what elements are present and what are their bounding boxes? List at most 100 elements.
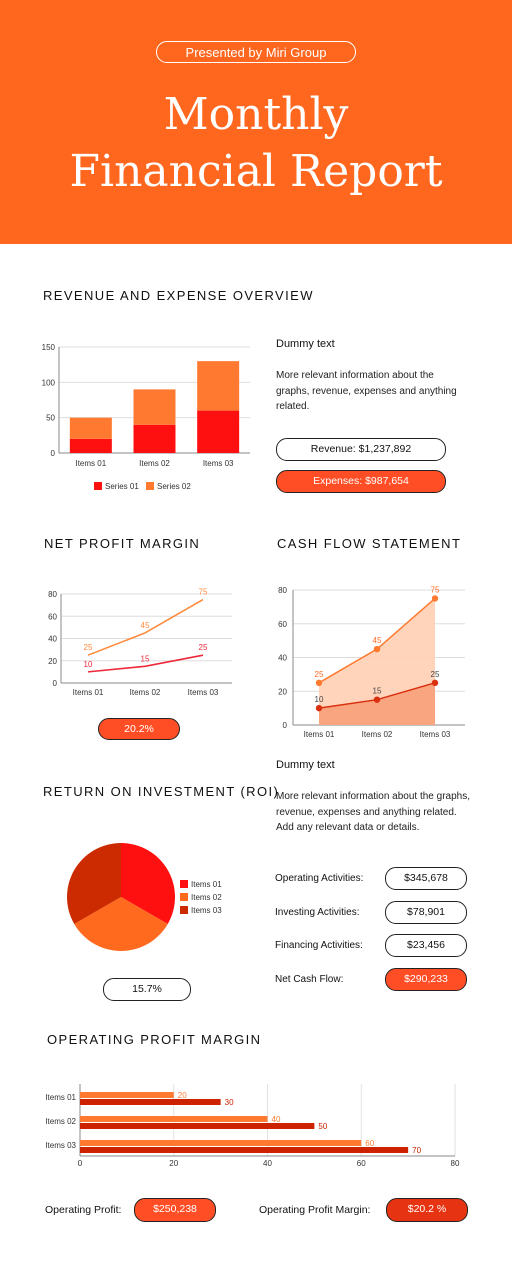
operating-profit-label: Operating Profit:	[45, 1204, 122, 1216]
data-label: 10	[84, 660, 93, 669]
legend-label: Items 02	[191, 893, 222, 902]
revenue-total-badge: Revenue: $1,237,892	[276, 438, 446, 461]
operating-profit-value: $250,238	[134, 1198, 216, 1222]
bar-1	[133, 424, 176, 453]
bar-1	[80, 1116, 268, 1122]
investing-activities-label: Investing Activities:	[275, 907, 360, 918]
x-tick-label: Items 02	[362, 730, 393, 739]
financing-activities-value: $23,456	[385, 934, 467, 957]
data-label: 25	[431, 670, 440, 679]
legend-label: Series 02	[157, 482, 191, 491]
data-point	[373, 645, 381, 653]
data-point	[315, 679, 323, 687]
operating-activities-value: $345,678	[385, 867, 467, 890]
data-label: 25	[315, 670, 324, 679]
data-label: 60	[365, 1139, 374, 1148]
y-tick-label: 40	[48, 635, 57, 644]
y-tick-label: 0	[51, 449, 56, 458]
y-tick-label: 80	[48, 590, 57, 599]
expenses-total-badge: Expenses: $987,654	[276, 470, 446, 493]
investing-activities-value: $78,901	[385, 901, 467, 924]
legend-swatch	[94, 482, 102, 490]
data-label: 70	[412, 1146, 421, 1155]
net-profit-chart: 0 20 40 60 80 25 45 75 10 15 25 Items 01 Items 02 Ite…	[48, 588, 232, 697]
data-label: 75	[199, 588, 208, 597]
operating-profit-chart: 0 20 40 60 80 Items 01 20 30 Items 02 40 50 Items 0…	[45, 1084, 460, 1168]
report-header: Presented by Miri Group Monthly Financia…	[0, 0, 512, 244]
pie-slice	[67, 843, 121, 924]
series-line-2	[87, 654, 204, 673]
data-label: 20	[178, 1091, 187, 1100]
series-area-2	[319, 682, 435, 725]
legend-swatch	[180, 906, 188, 914]
section-title-net-profit: NET PROFIT MARGIN	[44, 536, 201, 551]
y-tick-label: 50	[46, 414, 55, 423]
bar-2	[80, 1147, 409, 1153]
bar-1	[69, 438, 112, 453]
legend-label: Items 01	[191, 880, 222, 889]
data-point	[373, 696, 381, 703]
legend-swatch	[146, 482, 154, 490]
operating-profit-margin-value: $20.2 %	[386, 1198, 468, 1222]
data-label: 15	[141, 654, 150, 663]
data-label: 15	[373, 687, 382, 696]
x-tick-label: Items 02	[130, 688, 161, 697]
section-title-roi: RETURN ON INVESTMENT (ROI)	[43, 784, 280, 799]
y-tick-label: Items 02	[45, 1117, 76, 1126]
x-tick-label: Items 01	[304, 730, 335, 739]
y-tick-label: 100	[42, 378, 56, 387]
x-tick-label: Items 03	[420, 730, 451, 739]
y-tick-label: Items 03	[45, 1141, 76, 1150]
pie-slice	[74, 897, 168, 951]
operating-activities-label: Operating Activities:	[275, 873, 364, 884]
y-tick-label: 60	[278, 620, 287, 629]
page-title-line2: Financial Report	[69, 146, 443, 197]
legend-label: Items 03	[191, 906, 222, 915]
bar-2	[80, 1099, 221, 1105]
x-tick-label: Items 01	[73, 688, 104, 697]
data-point	[431, 595, 439, 602]
revenue-info-heading: Dummy text	[276, 338, 335, 350]
cash-info-body: More relevant information about the grap…	[276, 791, 470, 833]
bar-2	[133, 389, 176, 425]
data-label: 30	[225, 1098, 234, 1107]
legend-swatch	[180, 893, 188, 901]
data-label: 25	[199, 643, 208, 652]
bar-2	[197, 361, 240, 411]
operating-profit-margin-label: Operating Profit Margin:	[259, 1204, 371, 1216]
x-tick-label: Items 01	[75, 459, 106, 468]
net-cash-flow-value: $290,233	[385, 968, 467, 991]
data-label: 50	[318, 1122, 327, 1131]
x-tick-label: 60	[357, 1159, 366, 1168]
legend-label: Series 01	[105, 482, 139, 491]
x-tick-label: Items 03	[203, 459, 234, 468]
revenue-expense-chart: 0 50 100 150 Items 01 Items 02 Items 03 Series …	[42, 343, 250, 491]
section-title-revenue: REVENUE AND EXPENSE OVERVIEW	[43, 288, 314, 303]
section-title-op-profit: OPERATING PROFIT MARGIN	[47, 1032, 262, 1047]
series-line-1	[87, 598, 204, 656]
data-label: 40	[272, 1115, 281, 1124]
y-tick-label: 40	[278, 654, 287, 663]
data-label: 45	[141, 621, 150, 630]
y-tick-label: Items 01	[45, 1093, 76, 1102]
financing-activities-label: Financing Activities:	[275, 940, 363, 951]
y-tick-label: 0	[53, 679, 58, 688]
data-point	[431, 679, 439, 687]
roi-pie-chart: Items 01 Items 02 Items 03	[67, 843, 222, 951]
y-tick-label: 20	[278, 687, 287, 696]
roi-badge: 15.7%	[103, 978, 191, 1001]
x-tick-label: 0	[78, 1159, 83, 1168]
bar-2	[69, 417, 112, 439]
bar-1	[197, 410, 240, 453]
x-tick-label: 80	[451, 1159, 460, 1168]
x-tick-label: 40	[263, 1159, 272, 1168]
bar-1	[80, 1092, 174, 1098]
y-tick-label: 150	[42, 343, 56, 352]
section-title-cash-flow: CASH FLOW STATEMENT	[277, 536, 462, 551]
y-tick-label: 60	[48, 612, 57, 621]
net-cash-flow-label: Net Cash Flow:	[275, 974, 344, 985]
revenue-info-body: More relevant information about the grap…	[276, 370, 457, 412]
data-point	[315, 704, 323, 712]
page-title-line1: Monthly	[163, 89, 349, 140]
pie-slice	[121, 843, 175, 924]
